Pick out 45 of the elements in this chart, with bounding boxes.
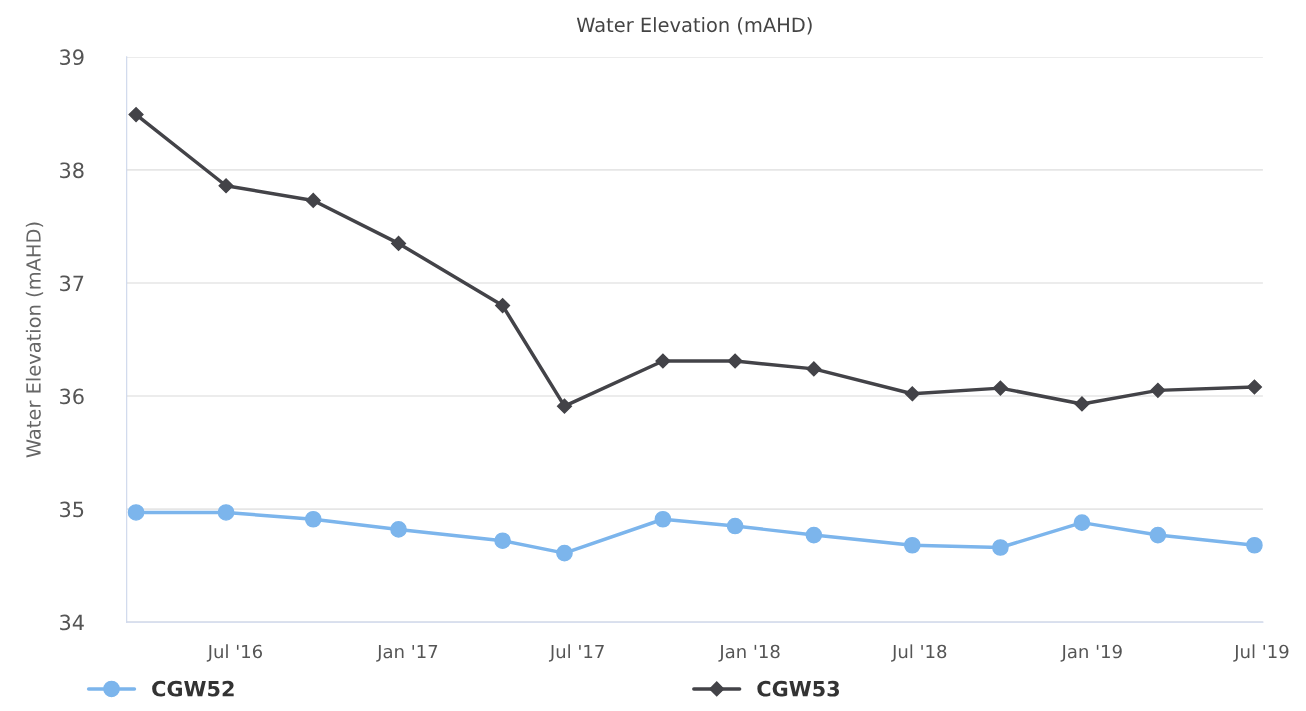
point: [304, 510, 322, 528]
x-tick-label: Jul '17: [548, 644, 604, 662]
chart-title: Water Elevation (mAHD): [576, 17, 812, 35]
point: [727, 353, 743, 369]
point: [992, 539, 1009, 556]
point: [1073, 514, 1091, 531]
y-tick-label: 36: [60, 388, 84, 405]
point: [494, 532, 511, 550]
point: [495, 298, 511, 314]
point: [556, 398, 573, 414]
x-tick-label: Jan '19: [1060, 644, 1122, 662]
point: [726, 517, 744, 535]
point: [903, 536, 921, 554]
point: [1149, 526, 1167, 544]
y-tick-label: 37: [60, 275, 84, 292]
point: [1150, 382, 1166, 398]
point: [904, 386, 920, 402]
point: [1246, 379, 1263, 395]
x-tick-label: Jan '18: [718, 644, 780, 662]
point: [556, 544, 573, 562]
legend-label: CGW52: [152, 680, 234, 697]
x-tick-label: Jan '17: [376, 644, 438, 662]
x-tick-label: Jul '18: [891, 644, 947, 662]
point: [1074, 396, 1090, 412]
point: [217, 504, 235, 521]
legend-label: CGW53: [757, 680, 840, 697]
point: [128, 106, 144, 123]
point: [390, 521, 407, 538]
x-tick-label: Jul '16: [206, 644, 263, 662]
point: [992, 380, 1008, 396]
point: [127, 504, 145, 521]
y-tick-label: 35: [60, 501, 84, 518]
point: [805, 526, 823, 544]
y-tick-label: 34: [60, 614, 84, 631]
y-axis-title: Water Elevation (mAHD): [25, 222, 44, 458]
point: [654, 510, 672, 528]
point: [218, 178, 234, 194]
y-tick-label: 39: [60, 49, 84, 66]
point: [806, 361, 822, 377]
point: [305, 192, 321, 209]
x-tick-label: Jul '19: [1233, 644, 1289, 662]
y-tick-label: 38: [60, 162, 84, 179]
point: [655, 353, 671, 369]
point: [390, 235, 407, 251]
point: [1246, 536, 1263, 554]
